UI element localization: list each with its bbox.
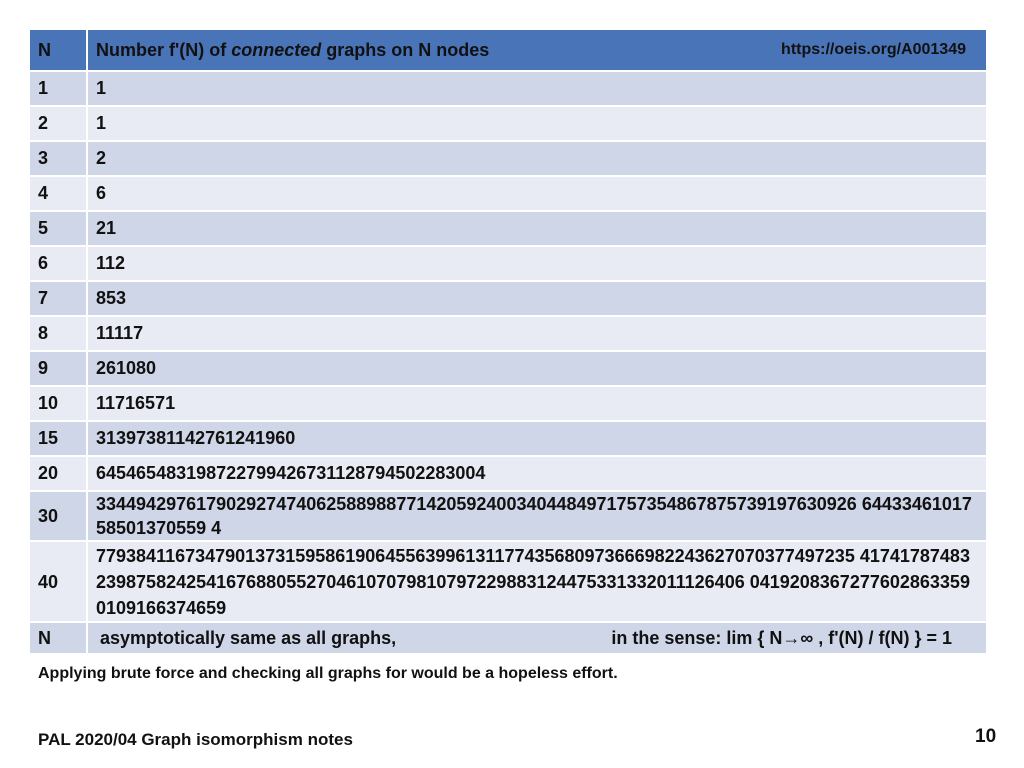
row-n: 4 (30, 177, 88, 212)
row-n: 7 (30, 282, 88, 317)
table-row: 40 77938411673479013731595861906455639961… (30, 542, 988, 623)
table-header-row: N Number f'(N) of connected graphs on N … (30, 30, 988, 72)
table-row: 20 64546548319872279942673112879450228300… (30, 457, 988, 492)
oeis-link[interactable]: https://oeis.org/A001349 (781, 41, 966, 58)
row-n: 3 (30, 142, 88, 177)
header-title-cell: Number f'(N) of connected graphs on N no… (88, 30, 988, 72)
row-n: 40 (30, 542, 88, 623)
row-value: 7793841167347901373159586190645563996131… (88, 542, 988, 623)
header-title-prefix: Number f'(N) of (96, 39, 232, 60)
row-n: 15 (30, 422, 88, 457)
table-row: 15 31397381142761241960 (30, 422, 988, 457)
row-value: 1 (88, 107, 988, 142)
row-value: 261080 (88, 352, 988, 387)
page-number: 10 (975, 726, 997, 747)
limit-text: in the sense: lim { N→∞ , f'(N) / f(N) }… (611, 627, 952, 648)
table-row: 7 853 (30, 282, 988, 317)
row-value: 11716571 (88, 387, 988, 422)
connected-graphs-table: N Number f'(N) of connected graphs on N … (30, 30, 988, 655)
row-value: 3344942976179029274740625889887714205924… (88, 492, 988, 542)
row-value: 112 (88, 247, 988, 282)
table-row: 8 11117 (30, 317, 988, 352)
header-title: Number f'(N) of connected graphs on N no… (96, 40, 489, 61)
row-value: 645465483198722799426731128794502283004 (88, 457, 988, 492)
row-n: 10 (30, 387, 88, 422)
table-row: 9 261080 (30, 352, 988, 387)
header-title-suffix: graphs on N nodes (321, 39, 490, 60)
row-n: N (30, 623, 88, 655)
table-row: 30 33449429761790292747406258898877142059… (30, 492, 988, 542)
header-title-italic: connected (231, 39, 322, 60)
brute-force-note: Applying brute force and checking all gr… (38, 665, 618, 682)
row-value: 31397381142761241960 (88, 422, 988, 457)
header-n: N (30, 30, 88, 72)
table-row: 10 11716571 (30, 387, 988, 422)
row-n: 6 (30, 247, 88, 282)
row-value: 1 (88, 72, 988, 107)
row-n: 8 (30, 317, 88, 352)
asymptotic-text-cell: asymptotically same as all graphs, in th… (88, 623, 988, 655)
asymptotic-row: N asymptotically same as all graphs, in … (30, 623, 988, 655)
row-n: 2 (30, 107, 88, 142)
asymptotic-text: asymptotically same as all graphs, (100, 627, 397, 648)
row-value: 21 (88, 212, 988, 247)
row-n: 1 (30, 72, 88, 107)
row-value: 853 (88, 282, 988, 317)
table-row: 6 112 (30, 247, 988, 282)
row-n: 5 (30, 212, 88, 247)
table-row: 5 21 (30, 212, 988, 247)
row-n: 20 (30, 457, 88, 492)
row-value: 2 (88, 142, 988, 177)
row-n: 30 (30, 492, 88, 542)
row-value: 11117 (88, 317, 988, 352)
row-value: 6 (88, 177, 988, 212)
row-n: 9 (30, 352, 88, 387)
slide-footer: PAL 2020/04 Graph isomorphism notes (38, 730, 353, 749)
